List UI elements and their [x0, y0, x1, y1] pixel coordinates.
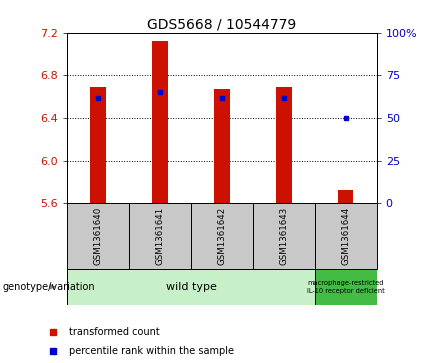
Title: GDS5668 / 10544779: GDS5668 / 10544779 [147, 17, 297, 32]
Bar [67, 269, 315, 305]
Bar [152, 41, 168, 203]
Text: macrophage-restricted
IL-10 receptor deficient: macrophage-restricted IL-10 receptor def… [307, 280, 385, 294]
Bar [276, 87, 291, 203]
Bar [129, 203, 191, 269]
Text: GSM1361640: GSM1361640 [94, 207, 103, 265]
Bar [214, 89, 229, 203]
Bar [338, 191, 353, 203]
Text: GSM1361644: GSM1361644 [341, 207, 350, 265]
Text: GSM1361643: GSM1361643 [279, 207, 288, 265]
Bar [253, 203, 315, 269]
Text: wild type: wild type [165, 282, 216, 292]
Text: genotype/variation: genotype/variation [2, 282, 95, 292]
Text: GSM1361642: GSM1361642 [217, 207, 226, 265]
Text: GSM1361641: GSM1361641 [155, 207, 165, 265]
Bar [191, 203, 253, 269]
Text: transformed count: transformed count [69, 327, 160, 337]
Text: percentile rank within the sample: percentile rank within the sample [69, 346, 234, 356]
Bar [67, 203, 129, 269]
Bar [315, 203, 377, 269]
Bar [315, 269, 377, 305]
Bar [90, 87, 106, 203]
